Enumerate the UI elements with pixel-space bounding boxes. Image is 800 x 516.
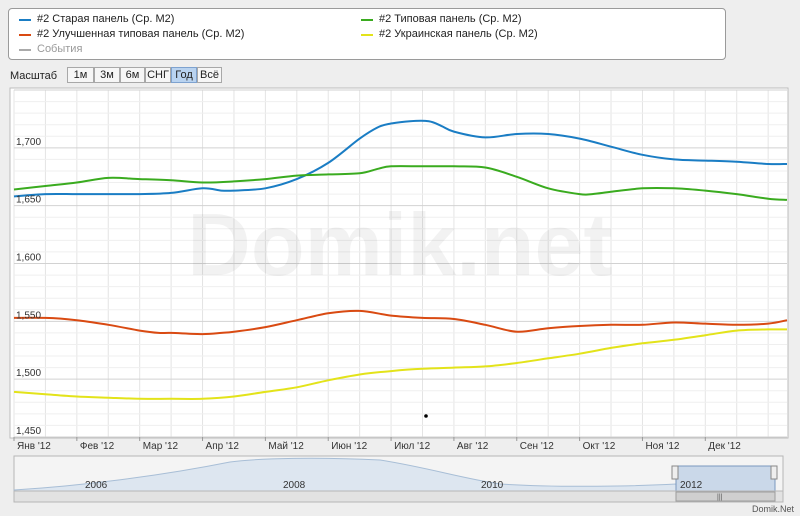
navigator-handle-left[interactable]: [671, 465, 679, 480]
series-line-0[interactable]: [13, 119, 788, 198]
legend-label-old-panel: #2 Старая панель (Ср. М2): [37, 13, 175, 25]
zoom-all-button[interactable]: Всё: [197, 67, 222, 83]
x-tick-label: Авг '12: [457, 441, 489, 452]
zoom-3m-button[interactable]: 3м: [94, 67, 120, 83]
legend-swatch-events: [19, 49, 31, 51]
y-tick-label: 1,700: [16, 137, 41, 148]
legend-swatch-typical-panel: [361, 19, 373, 21]
scrollbar-grip-icon: |||: [717, 494, 723, 501]
zoom-ytd-button[interactable]: СНГ: [145, 67, 171, 83]
navigator-handle-right[interactable]: [770, 465, 778, 480]
zoom-1m-button[interactable]: 1м: [67, 67, 94, 83]
navigator-selection[interactable]: [675, 465, 776, 492]
y-tick-label: 1,650: [16, 195, 41, 206]
series-line-1[interactable]: [13, 165, 788, 201]
x-tick-label: Дек '12: [708, 441, 741, 452]
zoom-label: Масштаб: [10, 70, 58, 82]
zoom-6m-button[interactable]: 6м: [120, 67, 145, 83]
series-line-2[interactable]: [13, 309, 788, 336]
grid: [13, 89, 787, 438]
x-tick-label: Окт '12: [583, 441, 616, 452]
navigator-label-2010: 2010: [481, 480, 504, 491]
legend-swatch-improved-panel: [19, 34, 31, 36]
x-tick-label: Фев '12: [80, 441, 115, 452]
legend-swatch-ukrainian-panel: [361, 34, 373, 36]
legend-label-ukrainian-panel: #2 Украинская панель (Ср. М2): [379, 28, 538, 40]
legend-label-improved-panel: #2 Улучшенная типовая панель (Ср. М2): [37, 28, 245, 40]
legend: #2 Старая панель (Ср. М2) #2 Улучшенная …: [8, 8, 726, 60]
y-tick-label: 1,600: [16, 253, 41, 264]
x-tick-label: Май '12: [268, 441, 304, 452]
legend-label-typical-panel: #2 Типовая панель (Ср. М2): [379, 13, 522, 25]
zoom-year-button[interactable]: Год: [171, 67, 197, 83]
x-tick-label: Июн '12: [331, 441, 367, 452]
credit: Domik.Net: [751, 504, 794, 514]
y-tick-label: 1,450: [16, 426, 41, 437]
x-tick-label: Ноя '12: [645, 441, 679, 452]
navigator-scrollbar[interactable]: [13, 490, 784, 503]
legend-swatch-old-panel: [19, 19, 31, 21]
navigator[interactable]: ||| 2006 2008 2010 2012: [13, 455, 784, 503]
y-axis-ticks: 1,450 1,500 1,550 1,600 1,650 1,700: [16, 137, 41, 437]
series-line-3[interactable]: [13, 328, 788, 400]
x-tick-label: Янв '12: [17, 441, 51, 452]
legend-label-events: События: [37, 43, 83, 55]
navigator-label-2006: 2006: [85, 480, 108, 491]
x-axis-ticks: Янв '12 Фев '12 Мар '12 Апр '12 Май '12 Июн '…: [13, 437, 741, 452]
navigator-label-2008: 2008: [283, 480, 306, 491]
x-tick-label: Сен '12: [520, 441, 555, 452]
x-tick-label: Июл '12: [394, 441, 431, 452]
y-tick-label: 1,550: [16, 310, 41, 321]
navigator-scrollbar-thumb[interactable]: [675, 491, 776, 502]
x-tick-label: Мар '12: [143, 441, 179, 452]
watermark: Domik.net: [187, 195, 612, 294]
event-marker[interactable]: [424, 414, 428, 418]
y-tick-label: 1,500: [16, 368, 41, 379]
series-group: [13, 119, 788, 400]
navigator-label-2012: 2012: [680, 480, 703, 491]
x-tick-label: Апр '12: [206, 441, 240, 452]
